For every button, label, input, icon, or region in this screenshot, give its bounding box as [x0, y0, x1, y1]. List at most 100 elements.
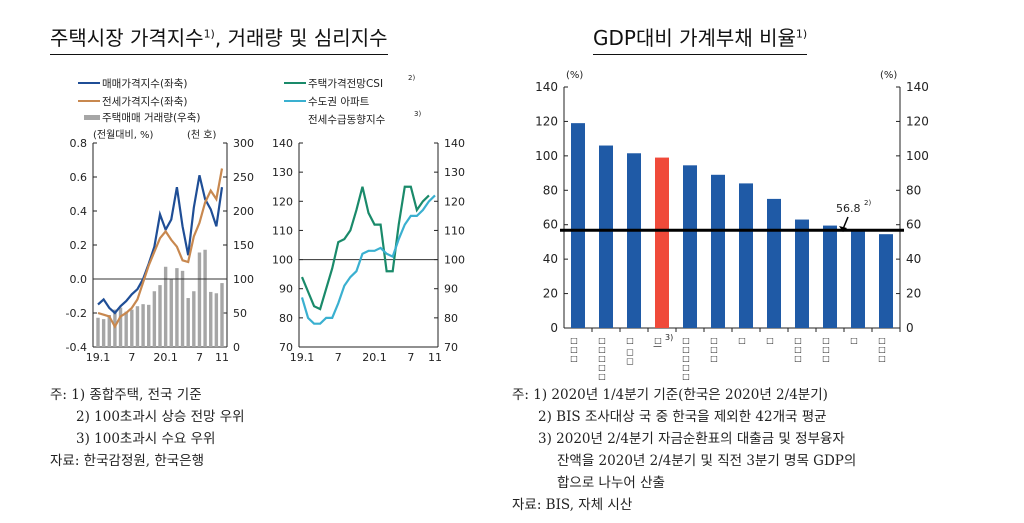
left-title-rest: , 거래량 및 심리지수 — [214, 26, 388, 50]
c1-bar-volume — [209, 291, 213, 347]
c3-category-label: □| — [654, 336, 663, 348]
c1-bar-volume — [175, 268, 179, 347]
c2-ytick-right-label: 130 — [444, 166, 465, 179]
c3-ytick-left-label: 140 — [535, 80, 558, 94]
c3-bar — [795, 219, 809, 328]
legend-volume: 주택매매 거래량(우축) — [102, 112, 200, 124]
c3-ytick-left-label: 80 — [543, 183, 558, 197]
c1-bar-volume — [96, 317, 100, 347]
c3-ytick-right-label: 80 — [906, 183, 921, 197]
legend-csi-sup: 2) — [408, 74, 415, 82]
c2-ytick-right-label: 110 — [444, 224, 465, 237]
c2-ytick-right-label: 140 — [444, 137, 465, 150]
c3-ytick-left-label: 120 — [535, 114, 558, 128]
c1-bar-volume — [147, 304, 151, 347]
c1-x-11: 11 — [215, 351, 229, 364]
c1-x-19-1: 19.1 — [86, 351, 111, 364]
note-line: 자료: BIS, 자체 시산 — [512, 497, 633, 513]
c3-bar — [767, 198, 781, 328]
right-notes: 주: 1) 2020년 1/4분기 기준(한국은 2020년 2/4분기) 2)… — [512, 384, 856, 516]
left-title-text: 주택시장 가격지수 — [50, 26, 204, 50]
c3-average-sup: 2) — [864, 199, 871, 207]
c1-bar-volume — [192, 291, 196, 347]
note-line: 3) 100초과시 수요 우위 — [76, 431, 216, 447]
right-title-sup: 1) — [795, 27, 808, 41]
c3-bar — [851, 229, 865, 328]
c1-bar-volume — [180, 270, 185, 347]
note-line: 자료: 한국감정원, 한국은행 — [50, 453, 205, 469]
legend-swatch-volume — [84, 115, 100, 120]
left-notes: 주: 1) 종합주택, 전국 기준 2) 100초과시 상승 전망 우위 3) … — [50, 384, 245, 472]
c1-bar-volume — [158, 285, 162, 347]
c1-ytick-right-label: 100 — [233, 273, 254, 286]
c3-ytick-right-label: 40 — [906, 252, 921, 266]
note-line: 주: 1) 2020년 1/4분기 기준(한국은 2020년 2/4분기) — [512, 387, 828, 403]
c1-ytick-left-label: 0.0 — [70, 273, 88, 286]
c1-bar-volume — [101, 319, 106, 347]
c1-ytick-right-label: 50 — [233, 307, 247, 320]
c2-ytick-left-label: 90 — [279, 283, 293, 296]
c1-x-7: 7 — [128, 351, 135, 364]
c2-ytick-left-label: 120 — [272, 195, 293, 208]
c1-ytick-left-label: 0.8 — [70, 137, 88, 150]
c1-bar-volume — [163, 266, 168, 347]
c1-ytick-left-label: -0.2 — [66, 307, 87, 320]
c3-bar — [739, 183, 753, 328]
c3-category-label: □ — [850, 336, 859, 345]
c2-ytick-right-label: 120 — [444, 195, 465, 208]
c3-average-label: 56.8 — [836, 202, 861, 215]
c2-ytick-left-label: 80 — [279, 312, 293, 325]
c2-ytick-right-label: 70 — [444, 341, 458, 354]
c2-x-11: 11 — [428, 351, 442, 364]
c1-right-unit: (천 호) — [187, 129, 216, 141]
c1-bar-volume — [186, 298, 190, 347]
c3-ytick-left-label: 100 — [535, 149, 558, 163]
c1-bar-volume — [141, 304, 145, 347]
c1-bar-volume — [118, 307, 123, 347]
c3-unit-right: (%) — [880, 70, 897, 81]
c3-ytick-right-label: 120 — [906, 114, 929, 128]
c1-ytick-right-label: 150 — [233, 239, 254, 252]
c3-category-label: □ — [738, 336, 747, 345]
legend-supply-sup: 3) — [414, 110, 421, 118]
note-line: 2) BIS 조사대상 국 중 한국을 제외한 42개국 평균 — [538, 409, 827, 425]
c3-ytick-left-label: 20 — [543, 287, 558, 301]
c1-bar-volume — [220, 283, 224, 347]
c3-bar — [599, 145, 613, 328]
c1-x-7b: 7 — [196, 351, 203, 364]
note-line: 2) 100초과시 상승 전망 우위 — [76, 409, 245, 425]
c2-x-7: 7 — [335, 351, 342, 364]
c3-category-label: □□□ — [822, 336, 831, 363]
c3-category-sup: 3) — [665, 333, 673, 342]
c3-ytick-right-label: 60 — [906, 218, 921, 232]
c2-line-csi — [300, 185, 430, 311]
c3-ytick-right-label: 140 — [906, 80, 929, 94]
c3-arrowhead-icon — [839, 226, 847, 232]
note-line: 3) 2020년 2/4분기 자금순환표의 대출금 및 정부융자 — [538, 431, 845, 447]
c3-unit-left: (%) — [566, 70, 583, 81]
c3-bar — [879, 234, 893, 328]
c3-category-label: □□□ — [794, 336, 803, 363]
c2-x-20-1: 20.1 — [362, 351, 387, 364]
c3-bar — [571, 123, 585, 329]
c1-ytick-left-label: 0.6 — [70, 171, 88, 184]
c3-category-label: □□□□□ — [682, 336, 691, 381]
legend-jeonse: 전세가격지수(좌축) — [102, 95, 187, 108]
c2-ytick-right-label: 80 — [444, 312, 458, 325]
c2-ytick-left-label: 110 — [272, 224, 293, 237]
note-line: 잔액을 2020년 2/4분기 및 직전 3분기 명목 GDP의 — [557, 453, 857, 469]
note-line: 합으로 나누어 산출 — [557, 475, 665, 491]
c1-bar-volume — [197, 252, 202, 347]
right-title-text: GDP대비 가계부채 비율 — [593, 26, 796, 50]
legend-supply-1: 수도권 아파트 — [308, 96, 370, 108]
legend-supply-2: 전세수급동향지수 — [308, 114, 386, 126]
c1-ytick-left-label: 0.2 — [70, 239, 88, 252]
c3-bar — [823, 225, 837, 328]
c2-ytick-left-label: 70 — [279, 341, 293, 354]
c3-ytick-right-label: 20 — [906, 287, 921, 301]
c2-ytick-right-label: 90 — [444, 283, 458, 296]
c3-category-label: □□□ — [710, 336, 719, 363]
c2-ytick-right-label: 100 — [444, 254, 465, 267]
c1-ytick-left-label: 0.4 — [70, 205, 88, 218]
